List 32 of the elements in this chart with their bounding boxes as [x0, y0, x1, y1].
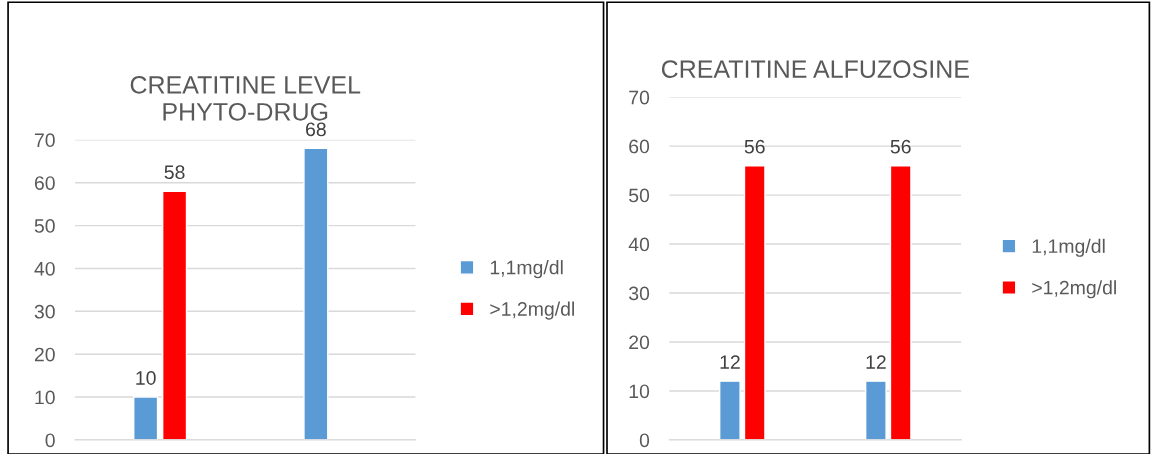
data-label: 12	[720, 355, 740, 369]
legend-label: >1,2mg/dl	[1032, 280, 1116, 299]
bar	[161, 190, 188, 440]
y-tick-label: 10	[629, 384, 650, 399]
data-label: 68	[306, 122, 326, 137]
y-tick-label: 30	[628, 286, 650, 301]
bar	[133, 396, 159, 440]
y-tick-label: 60	[629, 139, 650, 154]
data-label: 10	[136, 371, 156, 385]
y-tick-label: 30	[34, 304, 55, 319]
y-tick-label: 70	[629, 90, 650, 105]
y-tick-label: 50	[629, 188, 650, 203]
y-tick-label: 60	[34, 176, 55, 190]
chart-title: CREATITINE LEVEL PHYTO-DRUG	[130, 76, 361, 121]
y-tick-label: 40	[628, 237, 650, 252]
chart-title: CREATITINE ALFUZOSINE	[661, 60, 969, 78]
y-tick-label: 0	[45, 433, 55, 448]
data-label: 56	[890, 139, 911, 154]
y-tick-label: 40	[34, 261, 55, 276]
y-tick-label: 20	[629, 335, 650, 350]
data-label: 56	[744, 139, 765, 154]
y-tick-label: 20	[34, 347, 55, 362]
data-label: 58	[164, 165, 185, 180]
y-tick-label: 70	[34, 133, 55, 148]
data-label: 12	[866, 355, 886, 369]
legend-label: 1,1mg/dl	[1032, 238, 1105, 257]
legend-label: 1,1mg/dl	[490, 260, 563, 279]
legend-label: >1,2mg/dl	[490, 301, 574, 320]
y-tick-label: 0	[639, 433, 650, 448]
y-tick-label: 50	[34, 219, 55, 233]
y-tick-label: 10	[35, 390, 55, 405]
bar	[303, 147, 329, 440]
